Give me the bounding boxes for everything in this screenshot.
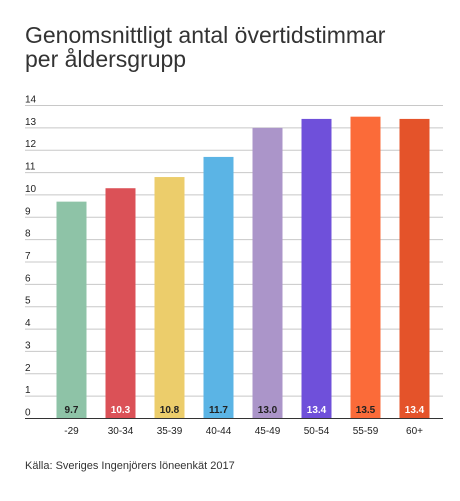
bar bbox=[154, 177, 185, 419]
x-tick-label: 35-39 bbox=[157, 426, 183, 437]
bar bbox=[105, 188, 136, 419]
x-tick-label: -29 bbox=[64, 426, 79, 437]
bar bbox=[203, 156, 234, 419]
y-tick-label: 10 bbox=[25, 184, 37, 195]
y-tick-label: 8 bbox=[25, 229, 31, 240]
bar bbox=[252, 127, 283, 419]
data-label: 11.7 bbox=[209, 405, 228, 416]
chart-title: Genomsnittligt antal övertidstimmar per … bbox=[25, 23, 445, 71]
data-label: 9.7 bbox=[65, 405, 79, 416]
y-tick-label: 11 bbox=[25, 162, 36, 173]
y-tick-label: 3 bbox=[25, 340, 31, 351]
bar bbox=[350, 116, 381, 419]
x-tick-label: 45-49 bbox=[255, 426, 281, 437]
y-tick-label: 1 bbox=[25, 385, 31, 396]
y-tick-label: 14 bbox=[25, 95, 37, 106]
y-tick-label: 12 bbox=[25, 139, 37, 150]
bar bbox=[56, 201, 87, 419]
y-tick-label: 9 bbox=[25, 206, 31, 217]
y-tick-label: 0 bbox=[25, 408, 31, 419]
data-label: 10.3 bbox=[111, 405, 131, 416]
x-tick-label: 40-44 bbox=[206, 426, 232, 437]
bar bbox=[301, 118, 332, 419]
y-tick-label: 7 bbox=[25, 251, 31, 262]
data-label: 13.4 bbox=[307, 405, 327, 416]
data-label: 13.4 bbox=[405, 405, 425, 416]
y-tick-label: 4 bbox=[25, 318, 31, 329]
y-tick-label: 13 bbox=[25, 117, 37, 128]
chart-title-line-1: Genomsnittligt antal övertidstimmar bbox=[25, 22, 386, 48]
y-tick-label: 2 bbox=[25, 363, 31, 374]
bar bbox=[399, 118, 430, 419]
data-label: 10.8 bbox=[160, 405, 180, 416]
x-tick-label: 30-34 bbox=[108, 426, 134, 437]
data-label: 13.0 bbox=[258, 405, 278, 416]
y-tick-label: 5 bbox=[25, 296, 31, 307]
x-tick-label: 60+ bbox=[406, 426, 423, 437]
x-tick-label: 55-59 bbox=[353, 426, 379, 437]
x-tick-label: 50-54 bbox=[304, 426, 330, 437]
source-note: Källa: Sveriges Ingenjörers löneenkät 20… bbox=[25, 460, 235, 472]
data-label: 13.5 bbox=[356, 405, 376, 416]
chart-title-line-2: per åldersgrupp bbox=[25, 46, 187, 72]
y-tick-label: 6 bbox=[25, 273, 31, 284]
